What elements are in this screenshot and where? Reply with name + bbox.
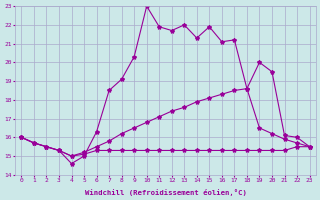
X-axis label: Windchill (Refroidissement éolien,°C): Windchill (Refroidissement éolien,°C) [84, 189, 246, 196]
